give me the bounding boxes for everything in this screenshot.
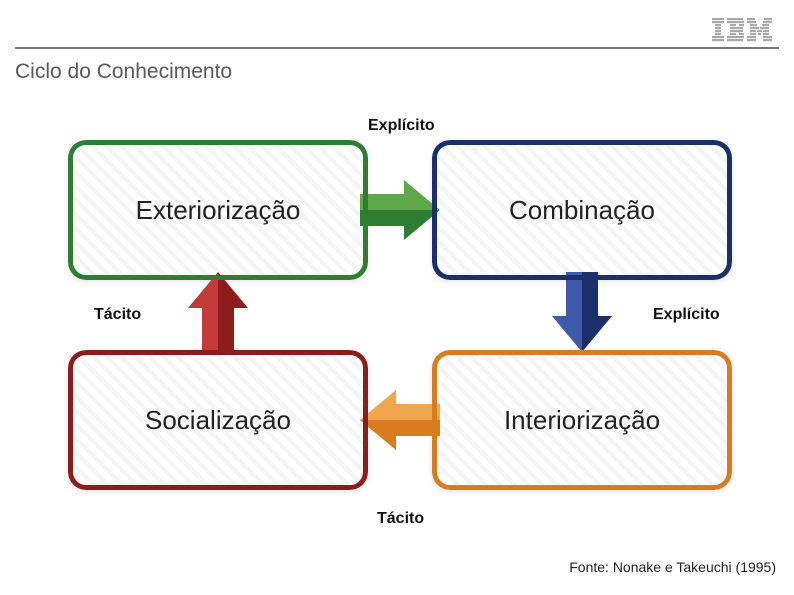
arrow-down [550, 272, 614, 357]
arrow-left [360, 388, 440, 457]
edge-label-left: Tácito [94, 306, 141, 324]
seci-diagram: Explícito Exteriorização Combinação Soci… [0, 0, 794, 595]
box-label: Combinação [509, 195, 655, 226]
edge-label-right: Explícito [653, 306, 720, 324]
box-exteriorizacao: Exteriorização [68, 140, 368, 280]
box-socializacao: Socialização [68, 350, 368, 490]
arrow-up [186, 272, 250, 357]
edge-label-top: Explícito [368, 117, 435, 135]
box-label: Socialização [145, 405, 291, 436]
box-label: Exteriorização [136, 195, 301, 226]
arrow-right [360, 178, 440, 247]
box-combinacao: Combinação [432, 140, 732, 280]
source-citation: Fonte: Nonake e Takeuchi (1995) [569, 559, 776, 575]
edge-label-bottom: Tácito [377, 510, 424, 528]
box-interiorizacao: Interiorização [432, 350, 732, 490]
box-label: Interiorização [504, 405, 660, 436]
